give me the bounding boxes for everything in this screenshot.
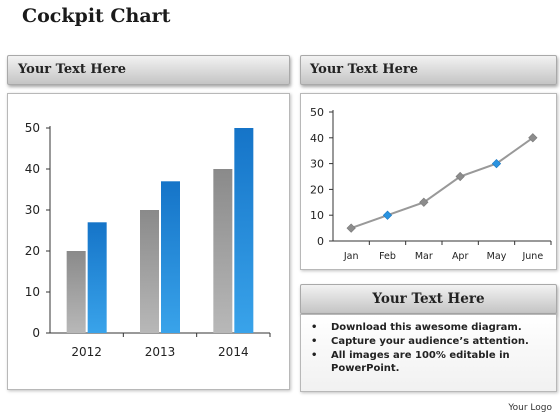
- y-tick-label: 10: [310, 209, 324, 222]
- bar-gray: [140, 210, 159, 333]
- left-panel-header: Your Text Here: [7, 55, 290, 85]
- x-tick-label: June: [521, 251, 543, 262]
- bar-chart-panel: 0 10 20 30 40 50 2012 2013 2014: [7, 93, 290, 390]
- bar-gray: [213, 169, 233, 333]
- logo-text: Your Logo: [508, 403, 552, 413]
- x-tick-label: 2012: [71, 345, 102, 359]
- x-tick-label: Apr: [452, 251, 469, 262]
- y-tick-label: 0: [317, 235, 324, 248]
- bullet-item: All images are 100% editable in PowerPoi…: [311, 349, 556, 375]
- y-tick-label: 30: [25, 203, 40, 217]
- y-tick-label: 40: [310, 132, 324, 145]
- data-point: [346, 223, 356, 233]
- y-tick-label: 50: [25, 121, 40, 135]
- bullet-item: Capture your audience’s attention.: [311, 335, 556, 348]
- x-tick-label: Jan: [343, 251, 359, 262]
- bar-blue: [87, 222, 107, 333]
- bottom-panel-header: Your Text Here: [300, 284, 557, 314]
- y-tick-label: 0: [32, 326, 40, 340]
- data-point: [455, 171, 465, 182]
- bar-blue: [161, 181, 180, 333]
- x-tick-label: Feb: [379, 251, 396, 262]
- line-chart-panel: 0 10 20 30 40 50 Jan Feb Mar Apr May June: [300, 93, 557, 270]
- y-tick-label: 50: [310, 106, 324, 119]
- data-point-highlight: [491, 158, 502, 169]
- data-point-highlight: [382, 210, 393, 220]
- data-point: [528, 133, 538, 143]
- bar-gray: [66, 251, 86, 333]
- line-chart: 0 10 20 30 40 50 Jan Feb Mar Apr May June: [310, 106, 552, 262]
- y-tick-label: 40: [25, 162, 40, 176]
- bullet-item: Download this awesome diagram.: [311, 321, 556, 334]
- x-tick-label: 2013: [145, 345, 176, 359]
- y-tick-label: 30: [310, 158, 324, 171]
- bullet-list: Download this awesome diagram. Capture y…: [301, 315, 556, 375]
- data-point: [419, 197, 429, 207]
- y-tick-label: 20: [310, 183, 324, 196]
- x-tick-label: Mar: [415, 251, 433, 262]
- x-tick-label: 2014: [218, 345, 249, 359]
- y-tick-label: 10: [25, 285, 40, 299]
- series-line: [350, 136, 534, 230]
- right-panel-header: Your Text Here: [300, 55, 557, 85]
- x-tick-label: May: [487, 251, 507, 262]
- text-panel: Download this awesome diagram. Capture y…: [300, 314, 557, 392]
- page-title: Cockpit Chart: [22, 5, 171, 27]
- bar-chart: 0 10 20 30 40 50 2012 2013 2014: [25, 121, 271, 359]
- y-tick-label: 20: [25, 244, 40, 258]
- bar-blue: [234, 128, 254, 333]
